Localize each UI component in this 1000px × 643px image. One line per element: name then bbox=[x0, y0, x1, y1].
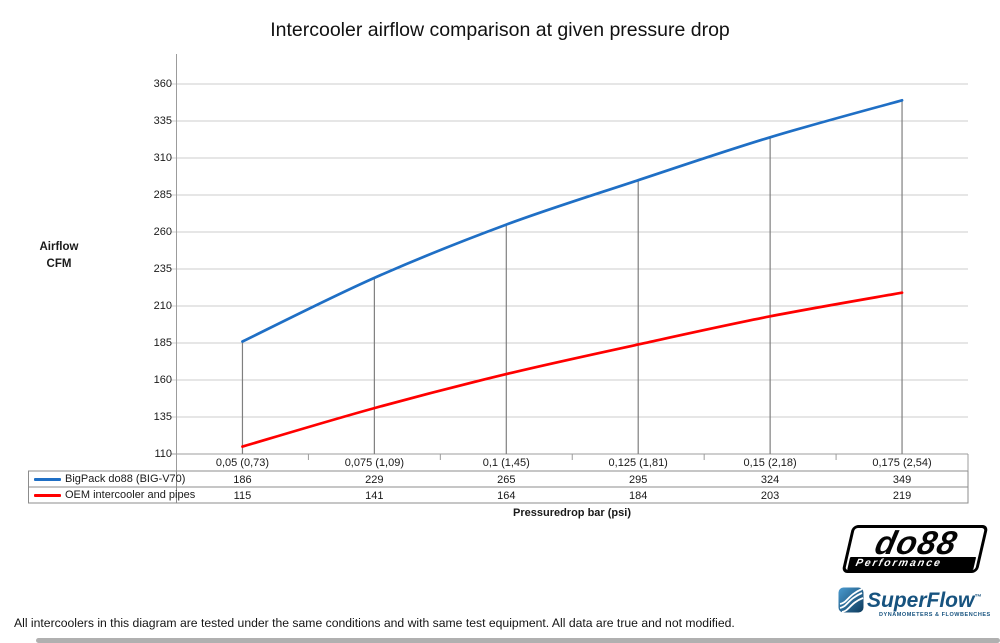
do88-logo-text: do88 bbox=[871, 524, 962, 561]
table-cell: 219 bbox=[892, 490, 912, 502]
page-title: Intercooler airflow comparison at given … bbox=[270, 19, 730, 41]
y-axis-title: Airflow CFM bbox=[26, 239, 92, 273]
superflow-wordmark: SuperFlow bbox=[867, 589, 975, 612]
superflow-name: SuperFlow™ bbox=[867, 587, 991, 611]
y-tick-label: 235 bbox=[153, 262, 172, 275]
trademark-symbol: ™ bbox=[974, 594, 982, 601]
footer-note: All intercoolers in this diagram are tes… bbox=[14, 616, 735, 630]
y-tick-label: 135 bbox=[153, 410, 172, 423]
table-cell: 203 bbox=[760, 490, 780, 502]
x-category-label: 0,1 (1,45) bbox=[482, 457, 530, 469]
table-cell: 324 bbox=[760, 474, 780, 486]
x-category-label: 0,05 (0,73) bbox=[215, 457, 270, 469]
do88-logo-frame: do88 Performance bbox=[841, 524, 989, 573]
y-tick-label: 185 bbox=[153, 336, 172, 349]
y-tick-label: 210 bbox=[153, 299, 172, 312]
x-category-label: 0,15 (2,18) bbox=[743, 457, 797, 469]
x-category-label: 0,125 (1,81) bbox=[608, 457, 668, 469]
y-tick-label: 260 bbox=[153, 225, 172, 238]
y-axis-title-line1: Airflow bbox=[39, 241, 79, 253]
series-line-1 bbox=[241, 291, 904, 448]
table-cell: 115 bbox=[233, 490, 252, 502]
table-cell: 184 bbox=[629, 490, 648, 502]
y-tick-label: 110 bbox=[154, 447, 172, 460]
legend-row: BigPack do88 (BIG-V70) bbox=[29, 471, 185, 487]
superflow-wave-icon bbox=[838, 587, 864, 613]
do88-logo: do88 Performance bbox=[841, 524, 989, 573]
superflow-logo-text: SuperFlow™ DYNAMOMETERS & FLOWBENCHES bbox=[867, 587, 991, 618]
y-tick-label: 160 bbox=[153, 373, 172, 386]
table-cell: 295 bbox=[629, 474, 648, 486]
y-tick-label: 335 bbox=[153, 114, 172, 127]
legend-line-swatch bbox=[34, 477, 61, 481]
legend-series-label: BigPack do88 (BIG-V70) bbox=[65, 473, 186, 485]
do88-performance-bar: Performance bbox=[847, 557, 977, 570]
x-category-label: 0,175 (2,54) bbox=[872, 457, 932, 469]
y-tick-label: 285 bbox=[153, 188, 172, 201]
legend-line-swatch bbox=[34, 493, 61, 497]
table-cell: 141 bbox=[365, 490, 384, 502]
x-axis-title: Pressuredrop bar (psi) bbox=[513, 507, 631, 519]
table-cell: 265 bbox=[497, 474, 516, 486]
legend-row: OEM intercooler and pipes bbox=[29, 487, 195, 503]
bottom-bar bbox=[36, 638, 1000, 643]
table-cell: 164 bbox=[497, 490, 516, 502]
superflow-tagline: DYNAMOMETERS & FLOWBENCHES bbox=[879, 612, 991, 618]
table-cell: 229 bbox=[365, 474, 384, 486]
y-axis-title-line2: CFM bbox=[46, 258, 72, 270]
y-tick-label: 360 bbox=[153, 77, 172, 90]
y-tick-label: 310 bbox=[153, 151, 172, 164]
table-cell: 349 bbox=[892, 474, 912, 486]
table-cell: 186 bbox=[233, 474, 252, 486]
legend-series-label: OEM intercooler and pipes bbox=[65, 489, 196, 501]
superflow-logo: SuperFlow™ DYNAMOMETERS & FLOWBENCHES bbox=[838, 587, 991, 618]
x-category-label: 0,075 (1,09) bbox=[344, 457, 405, 469]
series-line-0 bbox=[241, 98, 904, 343]
